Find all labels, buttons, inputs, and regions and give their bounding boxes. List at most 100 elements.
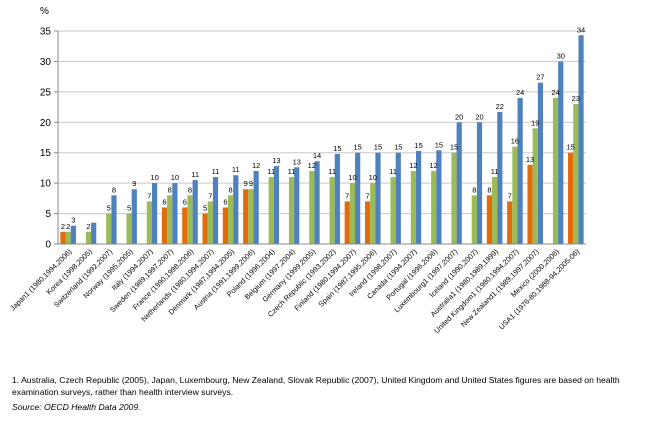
data-label: 8 xyxy=(112,185,116,194)
bar xyxy=(410,170,416,244)
bar xyxy=(344,201,350,244)
data-label: 27 xyxy=(536,73,544,82)
data-label: 15 xyxy=(414,141,422,150)
data-label: 5 xyxy=(107,204,111,213)
bar xyxy=(146,201,152,244)
bar xyxy=(172,183,178,244)
data-label: 12 xyxy=(252,161,260,170)
y-tick-label: 30 xyxy=(40,57,52,68)
y-tick-label: 5 xyxy=(45,209,51,220)
data-label: 9 xyxy=(249,179,253,188)
data-label: 3 xyxy=(71,216,75,225)
data-label: 11 xyxy=(191,170,199,179)
data-label: 10 xyxy=(150,173,158,182)
bar xyxy=(228,195,234,244)
bar xyxy=(573,104,579,245)
bar xyxy=(578,35,584,245)
bar xyxy=(486,195,493,244)
data-label: 11 xyxy=(288,167,296,176)
category-labels: Japan1 (1980,1994,2006)Korea (1998,2005)… xyxy=(8,247,581,335)
bar xyxy=(65,231,71,244)
bar xyxy=(288,177,295,244)
y-tick-label: 35 xyxy=(40,27,52,38)
bar-series xyxy=(60,35,584,245)
data-label: 20 xyxy=(455,112,463,121)
data-label: 15 xyxy=(566,143,574,152)
data-label: 11 xyxy=(212,167,220,176)
bar xyxy=(334,153,340,244)
y-axis-unit-label: % xyxy=(40,6,49,17)
bar xyxy=(222,207,229,244)
data-label: 15 xyxy=(374,143,382,152)
data-label: 5 xyxy=(203,204,207,213)
data-label: 7 xyxy=(345,191,349,200)
data-label: 19 xyxy=(531,118,539,127)
data-label: 7 xyxy=(208,191,212,200)
bar xyxy=(161,207,168,244)
bar xyxy=(111,195,117,244)
bar xyxy=(91,222,97,244)
bar xyxy=(370,183,376,244)
bar xyxy=(395,152,401,244)
data-label: 6 xyxy=(183,197,187,206)
bar xyxy=(187,195,193,244)
data-label: 24 xyxy=(516,88,524,97)
bar xyxy=(532,128,538,244)
bar xyxy=(476,122,483,244)
bar xyxy=(70,225,76,244)
bar xyxy=(248,189,254,244)
data-label: 13 xyxy=(293,157,301,166)
bar xyxy=(207,201,213,244)
data-label: 8 xyxy=(168,185,172,194)
bar xyxy=(431,170,437,244)
data-label: 5 xyxy=(127,204,131,213)
bar xyxy=(329,177,335,244)
y-axis-ticks: 0 5 10 15 20 25 30 35 xyxy=(40,27,58,251)
data-label: 2 xyxy=(86,222,90,231)
data-label: 11 xyxy=(491,167,499,176)
data-label: 11 xyxy=(389,167,397,176)
data-label: 12 xyxy=(409,161,417,170)
bar xyxy=(60,231,66,244)
bar xyxy=(436,150,442,244)
bar xyxy=(390,177,396,244)
data-label: 13 xyxy=(526,155,534,164)
bar xyxy=(497,111,503,244)
data-label: 11 xyxy=(328,167,336,176)
bar xyxy=(456,122,462,244)
chart-footnote: 1. Australia, Czech Republic (2005), Jap… xyxy=(12,375,620,397)
bar xyxy=(294,167,300,244)
data-label: 11 xyxy=(267,167,275,176)
bar xyxy=(512,146,518,244)
bar xyxy=(364,201,371,244)
bar xyxy=(212,177,219,244)
bar xyxy=(233,175,239,244)
bar xyxy=(415,150,422,244)
y-tick-label: 0 xyxy=(45,240,51,251)
bar xyxy=(131,189,137,244)
bar xyxy=(355,152,361,244)
data-label: 14 xyxy=(313,151,321,160)
data-label: 7 xyxy=(365,191,369,200)
data-label: 11 xyxy=(232,165,240,174)
data-label: 6 xyxy=(162,197,166,206)
bar xyxy=(314,161,320,244)
data-label: 6 xyxy=(223,197,227,206)
bar xyxy=(558,61,564,244)
bar xyxy=(537,82,544,244)
data-label: 24 xyxy=(551,88,559,97)
bar xyxy=(568,152,574,244)
data-label: 2 xyxy=(66,222,70,231)
data-label: 9 xyxy=(132,179,136,188)
data-label: 12 xyxy=(430,161,438,170)
data-label: 30 xyxy=(557,51,565,60)
y-tick-label: 20 xyxy=(40,118,52,129)
bar xyxy=(268,177,274,244)
bar xyxy=(85,231,92,244)
bar xyxy=(375,152,381,244)
data-label: 15 xyxy=(435,140,443,149)
bar xyxy=(552,97,559,244)
bar xyxy=(253,170,259,244)
y-tick-label: 25 xyxy=(40,87,52,98)
